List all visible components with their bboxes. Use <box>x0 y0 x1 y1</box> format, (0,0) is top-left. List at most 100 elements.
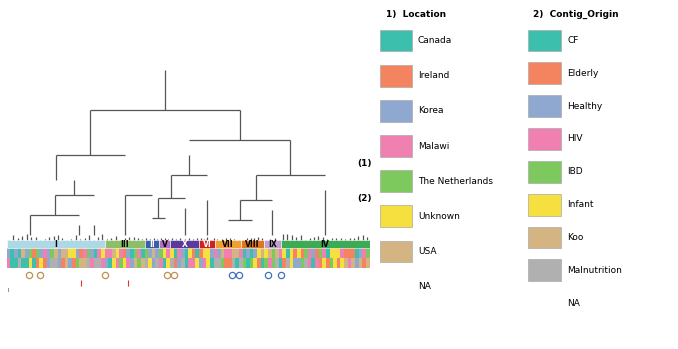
Text: VI: VI <box>203 240 212 248</box>
Bar <box>268 248 272 258</box>
Text: IX: IX <box>268 240 277 248</box>
Text: HIV: HIV <box>567 134 582 143</box>
Bar <box>300 248 304 258</box>
Bar <box>170 258 174 268</box>
Bar <box>380 206 412 227</box>
Text: (1): (1) <box>357 159 372 168</box>
Bar <box>141 248 144 258</box>
Text: Elderly: Elderly <box>567 69 599 78</box>
Bar <box>362 258 366 268</box>
Bar <box>108 258 112 268</box>
Bar <box>528 128 561 150</box>
Bar <box>127 248 130 258</box>
Bar <box>334 258 337 268</box>
Text: NA: NA <box>567 299 580 308</box>
Bar <box>228 248 232 258</box>
Bar <box>337 258 340 268</box>
Bar <box>264 240 281 248</box>
Bar <box>261 258 264 268</box>
Text: Malnutrition: Malnutrition <box>567 266 622 275</box>
Bar <box>362 248 366 258</box>
Bar <box>348 248 351 258</box>
Bar <box>144 258 148 268</box>
Bar <box>304 258 308 268</box>
Bar <box>192 248 195 258</box>
Bar <box>232 258 235 268</box>
Text: III: III <box>121 240 129 248</box>
Bar <box>36 248 39 258</box>
Bar <box>322 248 326 258</box>
Bar <box>68 258 72 268</box>
Bar <box>43 258 47 268</box>
Text: Healthy: Healthy <box>567 102 603 111</box>
Bar <box>10 258 14 268</box>
Bar <box>83 248 87 258</box>
Bar <box>14 258 18 268</box>
Text: VIII: VIII <box>245 240 260 248</box>
Text: IV: IV <box>321 240 330 248</box>
Bar <box>334 248 337 258</box>
Bar <box>283 258 286 268</box>
Bar <box>101 248 104 258</box>
Bar <box>311 258 315 268</box>
Bar <box>250 258 254 268</box>
Bar <box>119 258 123 268</box>
Bar <box>199 248 203 258</box>
Text: I: I <box>8 288 9 293</box>
Bar <box>290 248 294 258</box>
Bar <box>130 248 134 258</box>
Bar <box>330 258 334 268</box>
Bar <box>32 258 36 268</box>
Bar <box>21 248 25 258</box>
Bar <box>112 258 115 268</box>
Bar <box>315 258 319 268</box>
Bar <box>170 240 199 248</box>
Bar <box>195 258 199 268</box>
Bar <box>32 248 36 258</box>
Bar <box>286 248 290 258</box>
Bar <box>214 258 217 268</box>
Bar <box>257 258 261 268</box>
Bar <box>206 258 210 268</box>
Bar <box>155 258 159 268</box>
Bar <box>58 248 61 258</box>
Bar <box>528 30 561 51</box>
Bar <box>340 258 344 268</box>
Bar <box>261 248 264 258</box>
Bar <box>264 258 268 268</box>
Bar <box>47 248 50 258</box>
Bar <box>72 258 76 268</box>
Bar <box>279 248 283 258</box>
Bar <box>286 258 290 268</box>
Bar <box>351 248 355 258</box>
Text: 2)  Contig_Origin: 2) Contig_Origin <box>533 10 618 20</box>
Bar <box>192 258 195 268</box>
Text: Infant: Infant <box>567 200 594 209</box>
Bar <box>87 248 90 258</box>
Bar <box>18 258 21 268</box>
Bar <box>123 258 127 268</box>
Text: Canada: Canada <box>418 36 452 45</box>
Text: (2): (2) <box>357 194 372 203</box>
Bar <box>272 248 275 258</box>
Bar <box>326 258 330 268</box>
Bar <box>188 258 192 268</box>
Bar <box>155 248 159 258</box>
Bar <box>216 240 241 248</box>
Bar <box>380 100 412 122</box>
Bar <box>308 248 311 258</box>
Bar <box>297 248 300 258</box>
Bar <box>254 248 257 258</box>
Bar <box>148 248 152 258</box>
Bar <box>112 248 115 258</box>
Bar <box>250 248 254 258</box>
Bar <box>159 248 163 258</box>
Bar <box>380 65 412 87</box>
Bar <box>355 258 359 268</box>
Bar <box>28 248 32 258</box>
Text: X: X <box>182 240 187 248</box>
Bar <box>188 248 192 258</box>
Bar <box>68 248 72 258</box>
Bar <box>528 259 561 281</box>
Bar <box>195 248 199 258</box>
